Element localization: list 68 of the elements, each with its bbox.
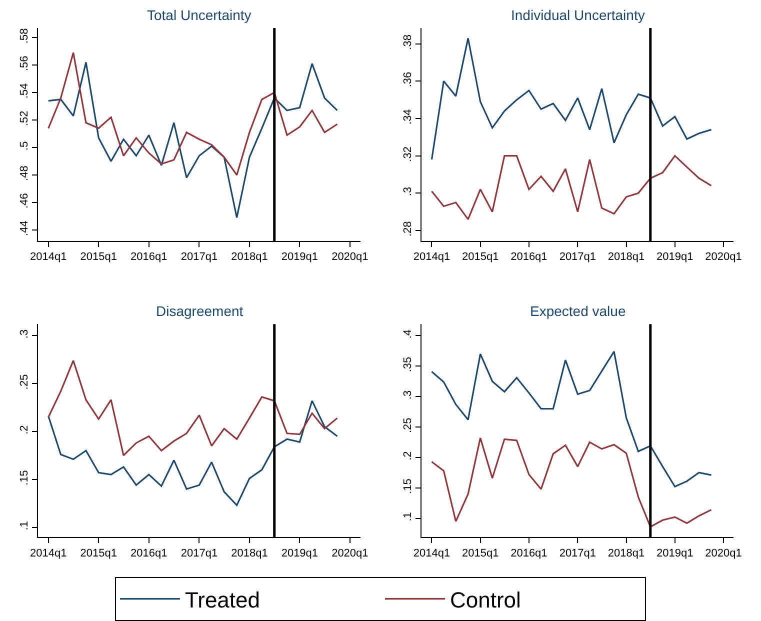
x-tick-label: 2018q1 (231, 547, 268, 560)
x-tick-label: 2016q1 (130, 547, 168, 560)
line-series (430, 37, 712, 160)
y-tick-label: .3 (402, 390, 414, 400)
x-tick-label: 2017q1 (559, 547, 596, 560)
y-tick-label: .44 (18, 220, 30, 236)
x-tick-label: 2020q1 (332, 251, 368, 264)
x-tick-label: 2019q1 (281, 251, 318, 264)
y-tick-label: .48 (18, 166, 30, 181)
chart-title: Expected value (530, 303, 626, 319)
line-series (48, 52, 338, 176)
line-series (48, 360, 338, 456)
legend-label: Treated (185, 587, 260, 612)
chart-title: Individual Uncertainty (511, 7, 645, 23)
line-series (430, 437, 712, 528)
y-tick-label: .5 (18, 141, 30, 150)
chart-title: Total Uncertainty (147, 7, 252, 23)
y-tick-label: .56 (18, 56, 30, 72)
x-tick-label: 2014q1 (30, 547, 67, 560)
line-series (430, 350, 712, 488)
x-tick-label: 2014q1 (413, 547, 450, 560)
y-tick-label: .2 (18, 425, 30, 434)
x-tick-label: 2017q1 (180, 251, 218, 264)
y-tick-label: .28 (402, 221, 414, 236)
y-tick-label: .3 (402, 186, 414, 196)
y-tick-label: .15 (18, 470, 30, 486)
x-tick-label: 2018q1 (608, 251, 645, 264)
x-tick-label: 2019q1 (281, 547, 318, 560)
y-tick-label: .1 (402, 512, 414, 522)
x-tick-label: 2015q1 (462, 251, 499, 264)
y-tick-label: .2 (402, 451, 414, 460)
legend-label: Control (450, 587, 521, 612)
y-tick-label: .3 (18, 329, 30, 339)
x-tick-label: 2019q1 (656, 547, 694, 560)
x-tick-label: 2015q1 (80, 251, 117, 264)
y-tick-label: .32 (402, 146, 414, 162)
x-tick-label: 2016q1 (130, 251, 168, 264)
line-series (48, 62, 338, 218)
y-tick-label: .52 (18, 110, 30, 126)
y-tick-label: .34 (402, 109, 414, 124)
x-tick-label: 2016q1 (510, 547, 548, 560)
x-tick-label: 2017q1 (559, 251, 596, 264)
y-tick-label: .38 (402, 34, 414, 50)
y-tick-label: .25 (402, 418, 414, 434)
x-tick-label: 2020q1 (705, 251, 742, 264)
y-tick-label: .4 (402, 329, 414, 339)
y-tick-label: .15 (402, 478, 414, 494)
line-series (430, 155, 712, 220)
y-tick-label: .58 (18, 28, 30, 44)
x-tick-label: 2020q1 (332, 547, 368, 560)
x-tick-label: 2019q1 (656, 251, 694, 264)
x-tick-label: 2014q1 (413, 251, 450, 264)
x-tick-label: 2020q1 (705, 547, 742, 560)
y-tick-label: .36 (402, 72, 414, 88)
y-tick-label: .46 (18, 193, 30, 208)
x-tick-label: 2015q1 (80, 547, 117, 560)
y-tick-label: .25 (18, 374, 30, 390)
x-tick-label: 2017q1 (180, 547, 218, 560)
y-tick-label: .54 (18, 83, 30, 99)
chart-title: Disagreement (156, 303, 244, 319)
x-tick-label: 2015q1 (462, 547, 499, 560)
x-tick-label: 2016q1 (510, 251, 548, 264)
x-tick-label: 2018q1 (231, 251, 268, 264)
y-tick-label: .35 (402, 356, 414, 372)
y-tick-label: .1 (18, 521, 30, 530)
x-tick-label: 2018q1 (608, 547, 645, 560)
line-series (48, 400, 338, 506)
x-tick-label: 2014q1 (30, 251, 67, 264)
